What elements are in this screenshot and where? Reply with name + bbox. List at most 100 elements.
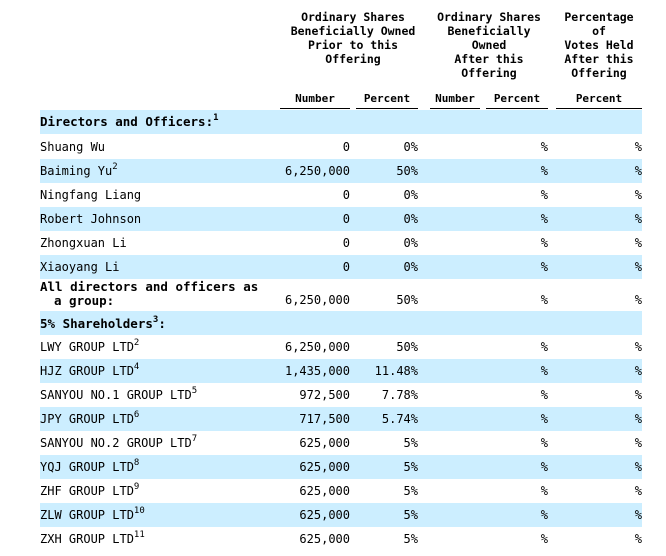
row-percent: 5.74% (381, 412, 418, 426)
row-after-percent: % (540, 260, 548, 274)
row-number: 6,250,000 (284, 164, 350, 178)
footnote-ref: 2 (112, 162, 118, 172)
section-shareholders-label: 5% Shareholders (40, 316, 153, 331)
row-name: Zhongxuan Li (40, 236, 127, 250)
row-percent: 7.78% (381, 388, 418, 402)
section-directors-label: Directors and Officers: (40, 114, 214, 129)
row-number: 0 (342, 260, 350, 274)
header-votes-held: Percentage of Votes Held After this Offe… (556, 10, 642, 80)
row-votes-percent: % (634, 508, 642, 522)
header-votes-line: of (592, 24, 606, 38)
table-row: YQJ GROUP LTD8 625,000 5% % % (40, 455, 642, 479)
footnote-ref: 10 (133, 506, 145, 516)
row-after-percent: % (540, 508, 548, 522)
row-percent: 5% (403, 532, 418, 546)
row-after-percent: % (540, 484, 548, 498)
row-name: ZLW GROUP LTD (40, 508, 134, 522)
row-percent: 0% (403, 188, 418, 202)
row-number: 972,500 (299, 388, 350, 402)
header-votes-line: Votes Held (564, 38, 634, 52)
footnote-ref: 2 (133, 338, 140, 348)
row-votes-percent: % (634, 188, 642, 202)
row-number: 1,435,000 (284, 364, 350, 378)
subheader-percent: Percent (356, 92, 418, 109)
table-row: HJZ GROUP LTD4 1,435,000 11.48% % % (40, 359, 642, 383)
table-row: Xiaoyang Li 0 0% % % (40, 255, 642, 279)
row-votes-percent: % (634, 484, 642, 498)
row-name: Robert Johnson (40, 212, 142, 226)
table-row: Zhongxuan Li 0 0% % % (40, 231, 642, 255)
row-after-percent: % (540, 164, 548, 178)
row-after-percent: % (540, 388, 548, 402)
header-votes-line: Percentage (564, 10, 634, 24)
row-percent: 50% (396, 340, 418, 354)
table-row: JPY GROUP LTD6 717,500 5.74% % % (40, 407, 642, 431)
row-percent: 50% (396, 164, 418, 178)
table-row: ZLW GROUP LTD10 625,000 5% % % (40, 503, 642, 527)
footnote-ref: 9 (133, 482, 140, 492)
row-name: SANYOU NO.1 GROUP LTD (40, 388, 192, 402)
section-directors: Directors and Officers:1 (40, 110, 642, 134)
header-prior-line: Ordinary Shares (301, 10, 405, 24)
row-votes-percent: % (634, 212, 642, 226)
row-number: 0 (342, 188, 350, 202)
header-after-line: After this (454, 52, 524, 66)
header-votes-line: After this (564, 52, 634, 66)
row-votes-percent: % (634, 260, 642, 274)
section-shareholders: 5% Shareholders3: (40, 311, 642, 335)
row-votes-percent: % (634, 340, 642, 354)
header-prior-line: Prior to this (307, 38, 398, 52)
row-votes-percent: % (634, 460, 642, 474)
row-after-percent: % (540, 412, 548, 426)
row-percent: 50% (396, 293, 418, 307)
row-number: 6,250,000 (284, 340, 350, 354)
row-votes-percent: % (634, 412, 642, 426)
table-row: ZXH GROUP LTD11 625,000 5% % % (40, 527, 642, 551)
row-percent: 0% (403, 260, 418, 274)
row-name: ZXH GROUP LTD (40, 532, 134, 546)
row-after-percent: % (540, 236, 548, 250)
header-after-line: Offering (461, 66, 517, 80)
row-number: 625,000 (299, 508, 350, 522)
row-number: 717,500 (299, 412, 350, 426)
header-prior-line: Beneficially Owned (290, 24, 416, 38)
row-percent: 5% (403, 436, 418, 450)
row-percent: 5% (403, 508, 418, 522)
table-row: SANYOU NO.2 GROUP LTD7 625,000 5% % % (40, 431, 642, 455)
row-name: Baiming Yu (40, 164, 113, 178)
subheader-number-after: Number (430, 92, 480, 109)
row-percent: 5% (403, 484, 418, 498)
row-name: JPY GROUP LTD (40, 412, 134, 426)
row-votes-percent: % (634, 293, 642, 307)
table-row: Ningfang Liang 0 0% % % (40, 183, 642, 207)
table-row: Robert Johnson 0 0% % % (40, 207, 642, 231)
subheader-number: Number (280, 92, 350, 109)
footnote-ref: 4 (133, 362, 140, 372)
row-after-percent: % (540, 364, 548, 378)
row-after-percent: % (540, 293, 548, 307)
table-row-group-total: All directors and officers as a group: 6… (40, 279, 642, 311)
row-name: HJZ GROUP LTD (40, 364, 134, 378)
footnote-ref: 1 (213, 112, 219, 123)
table-row: SANYOU NO.1 GROUP LTD5 972,500 7.78% % % (40, 383, 642, 407)
row-after-percent: % (540, 436, 548, 450)
footnote-ref: 7 (191, 434, 198, 444)
row-votes-percent: % (634, 364, 642, 378)
row-number: 625,000 (299, 484, 350, 498)
row-number: 0 (342, 212, 350, 226)
footnote-ref: 8 (133, 458, 140, 468)
row-percent: 0% (403, 236, 418, 250)
header-after-line: Beneficially (447, 24, 531, 38)
row-name: Xiaoyang Li (40, 260, 120, 274)
row-number: 0 (342, 236, 350, 250)
subheader-percent-votes: Percent (556, 92, 642, 109)
row-name: SANYOU NO.2 GROUP LTD (40, 436, 192, 450)
table-row: Baiming Yu2 6,250,000 50% % % (40, 159, 642, 183)
row-number: 0 (342, 140, 350, 154)
row-percent: 0% (403, 212, 418, 226)
header-after-offering: Ordinary Shares Beneficially Owned After… (430, 10, 548, 80)
footnote-ref: 11 (133, 530, 145, 540)
row-votes-percent: % (634, 236, 642, 250)
table-row: LWY GROUP LTD2 6,250,000 50% % % (40, 335, 642, 359)
row-after-percent: % (540, 532, 548, 546)
